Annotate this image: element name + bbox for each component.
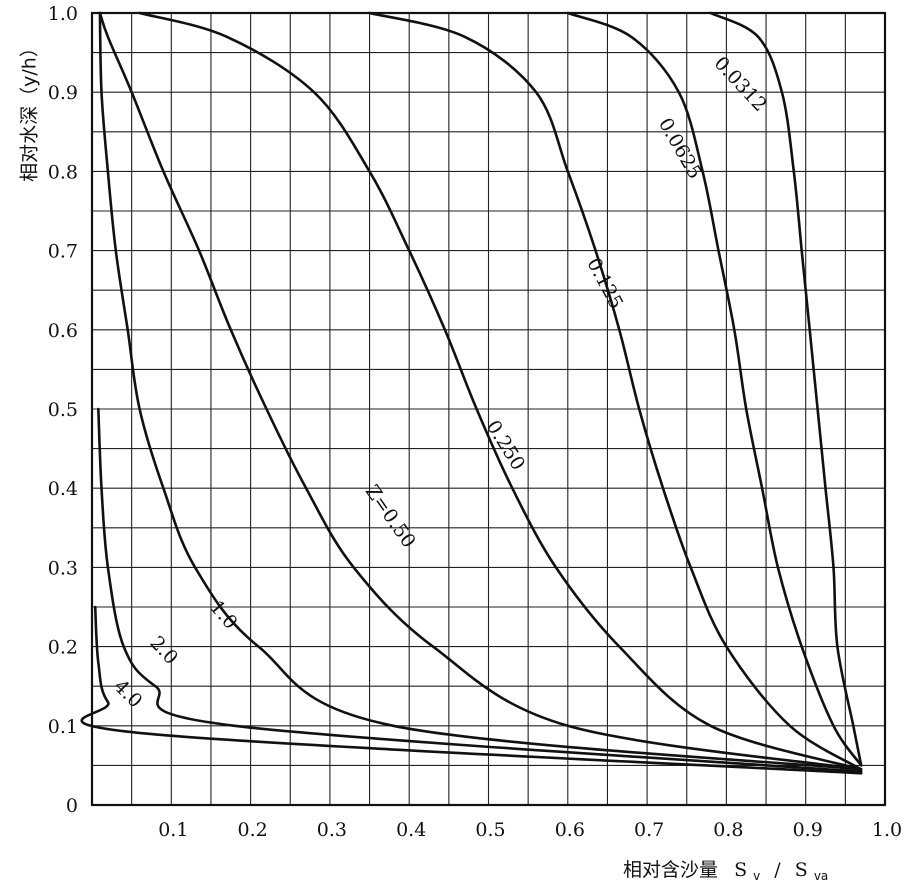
x-tick-label: 0.4: [396, 819, 426, 841]
curve-0-0312: [709, 11, 863, 767]
y-tick-label: 0.9: [48, 82, 78, 104]
y-tick-label: 0: [66, 795, 78, 817]
y-tick-label: 0.1: [48, 716, 78, 738]
x-tick-label: 0.8: [713, 819, 743, 841]
x-tick-label: 0.3: [317, 819, 347, 841]
x-tick-label: 0.9: [793, 819, 823, 841]
x-tick-label: 1.0: [872, 819, 902, 841]
x-axis-label-sub1: v: [753, 869, 760, 883]
curve-Z0-50: [98, 11, 863, 771]
y-tick-label: 0.5: [48, 399, 78, 421]
y-tick-label: 0.7: [48, 241, 78, 263]
y-tick-label: 0.2: [48, 637, 78, 659]
y-tick-label: 0.4: [48, 478, 78, 500]
curve-0-0625: [566, 11, 863, 767]
y-tick-label: 0.6: [48, 320, 78, 342]
y-tick-label: 1.0: [48, 3, 78, 25]
x-axis-label-sep: /: [774, 859, 781, 881]
x-tick-labels: 0.1 0.2 0.3 0.4 0.5 0.6 0.7 0.8 0.9 1.0: [158, 819, 902, 841]
curves: [80, 11, 863, 775]
y-tick-label: 0.3: [48, 557, 78, 579]
curve-label: 2.0: [145, 632, 182, 669]
x-tick-label: 0.6: [555, 819, 585, 841]
x-tick-label: 0.7: [634, 819, 664, 841]
curve-1-0: [98, 11, 863, 771]
curve-label: 0.125: [582, 254, 627, 312]
y-tick-labels: 0 0.1 0.2 0.3 0.4 0.5 0.6 0.7 0.8 0.9 1.0: [48, 3, 78, 817]
x-tick-label: 0.5: [475, 819, 505, 841]
x-axis-label-sub2: va: [814, 869, 828, 883]
curve-0-250: [138, 11, 863, 771]
y-axis-label: 相对水深（y/h）: [19, 38, 41, 182]
curve-0-125: [368, 11, 863, 771]
curve-label: 4.0: [110, 675, 147, 712]
x-axis-label: 相对含沙量 S v / S va: [623, 859, 828, 885]
x-axis-label-main: 相对含沙量: [623, 859, 718, 881]
y-tick-label: 0.8: [48, 161, 78, 183]
x-tick-label: 0.1: [158, 819, 188, 841]
curve-2-0: [97, 407, 863, 773]
curve-4-0: [80, 605, 863, 775]
grid: [92, 13, 885, 805]
plot-frame: [90, 11, 887, 807]
x-axis-label-s1: S: [734, 859, 747, 881]
x-axis-label-s2: S: [795, 859, 808, 881]
x-tick-label: 0.2: [237, 819, 267, 841]
curve-label: 0.0312: [710, 52, 771, 116]
